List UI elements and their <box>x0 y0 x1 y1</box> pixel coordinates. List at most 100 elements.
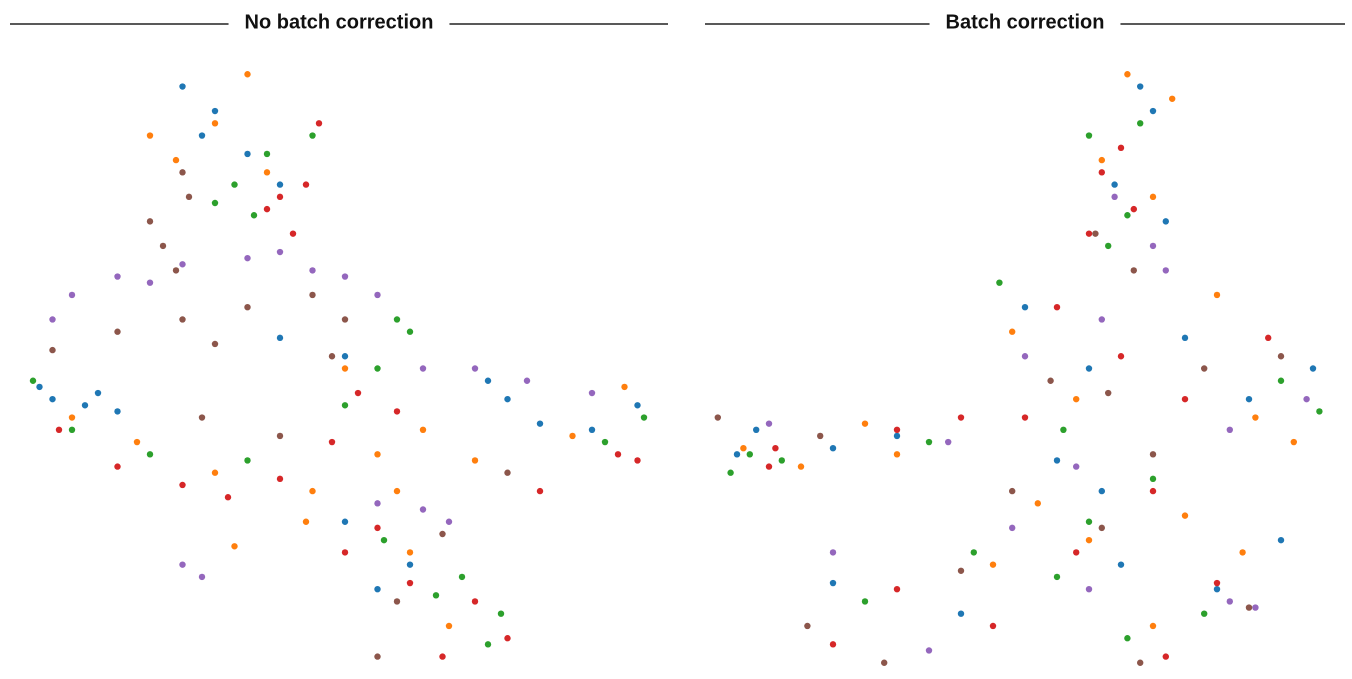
point <box>114 463 121 470</box>
point <box>231 181 238 188</box>
point <box>36 383 43 391</box>
point <box>588 389 596 397</box>
point <box>1009 487 1016 495</box>
point <box>276 193 284 201</box>
point <box>989 561 997 568</box>
point <box>996 279 1003 286</box>
point <box>1060 426 1067 433</box>
point <box>159 242 167 250</box>
point <box>1137 83 1144 90</box>
point <box>328 438 336 446</box>
point <box>893 432 901 440</box>
point <box>753 426 760 433</box>
point <box>1124 635 1131 642</box>
point <box>211 469 219 476</box>
point <box>211 107 219 115</box>
point <box>727 469 734 476</box>
point <box>1181 512 1189 519</box>
point <box>893 451 901 458</box>
point <box>817 432 824 440</box>
point <box>445 622 453 630</box>
point <box>276 248 284 256</box>
point <box>276 334 284 342</box>
point <box>497 610 505 617</box>
point <box>309 487 316 495</box>
point <box>81 402 89 409</box>
point <box>1085 536 1093 544</box>
point <box>198 414 206 421</box>
point <box>393 316 401 323</box>
point <box>1085 365 1093 372</box>
point <box>393 408 401 415</box>
point <box>1252 414 1259 421</box>
point <box>536 487 544 495</box>
point <box>179 261 186 268</box>
point <box>1149 193 1157 201</box>
point <box>439 653 446 660</box>
point <box>945 438 952 446</box>
point <box>1265 334 1272 342</box>
point <box>374 653 381 660</box>
point <box>829 444 837 452</box>
point <box>406 561 414 568</box>
point <box>1316 408 1323 415</box>
point <box>179 316 186 323</box>
point <box>1277 377 1285 384</box>
point <box>829 579 837 587</box>
point <box>244 71 251 78</box>
point <box>957 414 965 421</box>
point <box>49 346 56 354</box>
point <box>1162 267 1170 274</box>
point <box>341 316 349 323</box>
point <box>94 389 102 397</box>
point <box>1124 71 1131 78</box>
point <box>1130 205 1138 213</box>
point <box>244 150 251 158</box>
point <box>198 132 206 139</box>
point <box>714 414 721 421</box>
point <box>1053 573 1061 581</box>
point <box>484 641 492 648</box>
point <box>1162 218 1170 225</box>
point <box>263 169 271 176</box>
point <box>211 199 219 207</box>
point <box>471 365 479 372</box>
point <box>1047 377 1054 384</box>
point <box>957 567 965 574</box>
point <box>224 494 232 501</box>
point <box>374 500 381 507</box>
point <box>309 267 316 274</box>
point <box>1213 585 1221 593</box>
point <box>1073 395 1080 403</box>
point <box>341 518 349 525</box>
point <box>1149 475 1157 483</box>
point <box>29 377 37 384</box>
point <box>1213 579 1221 587</box>
point <box>419 426 427 433</box>
point <box>569 432 576 440</box>
point <box>133 438 141 446</box>
point <box>341 273 349 280</box>
point <box>49 316 56 323</box>
point <box>68 414 76 421</box>
point <box>1073 463 1080 470</box>
point <box>1111 181 1118 188</box>
point <box>1201 365 1208 372</box>
point <box>1149 242 1157 250</box>
point <box>504 635 511 642</box>
point <box>374 451 381 458</box>
point <box>328 353 336 360</box>
point <box>244 457 251 464</box>
point <box>244 304 251 311</box>
point <box>1245 395 1253 403</box>
point <box>393 598 401 605</box>
point <box>393 487 401 495</box>
point <box>1117 353 1125 360</box>
point <box>1303 395 1310 403</box>
point <box>1098 169 1106 176</box>
point <box>1105 242 1112 250</box>
point <box>1226 426 1234 433</box>
point <box>471 457 479 464</box>
point <box>1162 653 1170 660</box>
